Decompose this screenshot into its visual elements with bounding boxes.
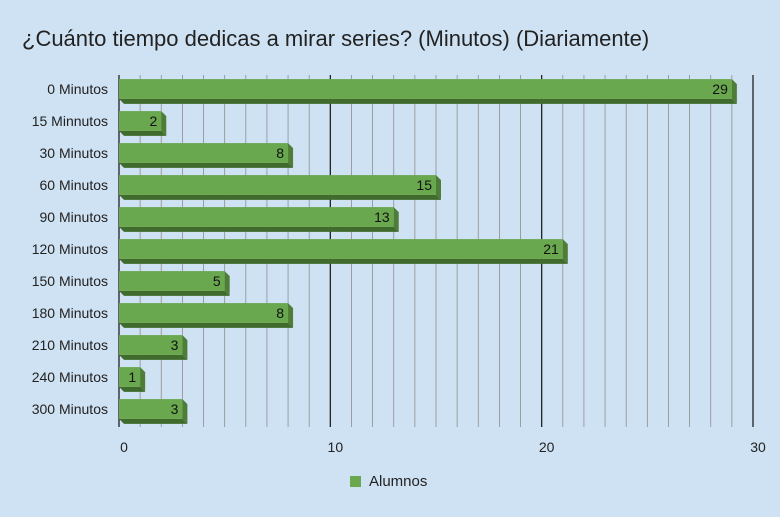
data-label: 21 [543, 241, 559, 257]
legend-label: Alumnos [369, 473, 428, 490]
data-label: 3 [171, 337, 179, 353]
legend: Alumnos [350, 473, 427, 490]
data-label: 2 [149, 113, 157, 129]
bar-side [562, 239, 568, 264]
y-tick-label: 15 Minnutos [32, 113, 108, 129]
bar-side [140, 367, 146, 392]
y-tick-label: 120 Minutos [32, 241, 108, 257]
x-tick-label: 10 [328, 439, 344, 455]
bar-side [731, 79, 737, 104]
bar-bottom [119, 98, 737, 104]
bar-bottom [119, 322, 294, 328]
chart-title: ¿Cuánto tiempo dedicas a mirar series? (… [22, 26, 650, 51]
bar-bottom [119, 162, 294, 168]
bar [119, 175, 436, 195]
bar-side [161, 111, 167, 136]
bar-side [182, 335, 188, 360]
bar-side [288, 143, 294, 168]
y-tick-label: 60 Minutos [40, 177, 108, 193]
x-tick-label: 0 [120, 439, 128, 455]
legend-swatch [350, 476, 361, 487]
data-label: 15 [416, 177, 432, 193]
y-tick-label: 150 Minutos [32, 273, 108, 289]
data-label: 3 [171, 401, 179, 417]
bar-bottom [119, 418, 188, 424]
bar-bottom [119, 130, 167, 136]
bar-bottom [119, 386, 146, 392]
bar [119, 111, 162, 131]
y-tick-label: 0 Minutos [47, 81, 108, 97]
y-tick-label: 240 Minutos [32, 369, 108, 385]
bar [119, 143, 289, 163]
bar [119, 367, 141, 387]
bar [119, 399, 183, 419]
data-label: 5 [213, 273, 221, 289]
bar [119, 239, 563, 259]
y-tick-label: 300 Minutos [32, 401, 108, 417]
bar-side [288, 303, 294, 328]
data-label: 29 [712, 81, 728, 97]
y-tick-label: 90 Minutos [40, 209, 108, 225]
bar [119, 271, 225, 291]
bar [119, 335, 183, 355]
y-tick-label: 30 Minutos [40, 145, 108, 161]
x-tick-label: 30 [750, 439, 766, 455]
data-label: 8 [276, 145, 284, 161]
data-label: 13 [374, 209, 390, 225]
bar-side [182, 399, 188, 424]
x-tick-label: 20 [539, 439, 555, 455]
bar-side [393, 207, 399, 232]
bar-side [436, 175, 441, 200]
bar [119, 207, 394, 227]
bar-bottom [119, 226, 399, 232]
bar [119, 303, 289, 323]
bar [119, 79, 732, 99]
bar-side [224, 271, 230, 296]
data-label: 1 [128, 369, 136, 385]
bar-bottom [119, 290, 230, 296]
bar-bottom [119, 258, 568, 264]
y-tick-label: 210 Minutos [32, 337, 108, 353]
y-tick-label: 180 Minutos [32, 305, 108, 321]
bar-bottom [119, 354, 188, 360]
bar-bottom [119, 194, 441, 200]
data-label: 8 [276, 305, 284, 321]
